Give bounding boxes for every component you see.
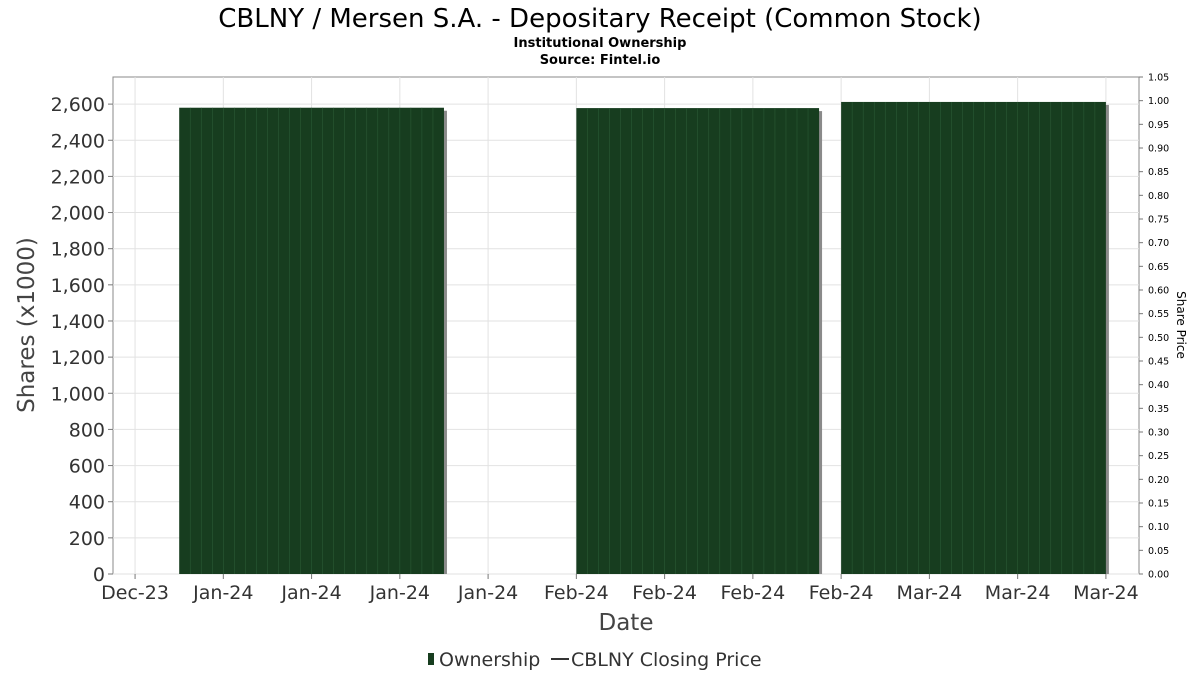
y2-tick-label-10: 0.50 bbox=[1148, 333, 1169, 344]
y-tick-label-4: 800 bbox=[69, 419, 105, 441]
legend-ownership-swatch bbox=[428, 653, 434, 665]
bar-stripes-1 bbox=[587, 108, 809, 574]
x-axis: Dec-23 Jan-24 Jan-24 Jan-24 Jan-24 Feb-24 Feb-… bbox=[101, 574, 1139, 604]
y2-tick-label-15: 0.75 bbox=[1148, 215, 1169, 226]
y2-tick-label-4: 0.20 bbox=[1148, 475, 1169, 486]
bar-stripes-0 bbox=[189, 107, 434, 574]
x-tick-label-4: Jan-24 bbox=[457, 582, 518, 604]
chart-title: CBLNY / Mersen S.A. - Depositary Receipt… bbox=[218, 4, 981, 34]
y-tick-label-11: 2,200 bbox=[51, 166, 105, 188]
y-tick-label-7: 1,400 bbox=[51, 311, 105, 333]
y2-tick-label-21: 1.05 bbox=[1148, 73, 1169, 84]
y-axis-label: Shares (x1000) bbox=[14, 237, 40, 413]
x-tick-label-7: Feb-24 bbox=[721, 582, 786, 604]
y2-tick-label-1: 0.05 bbox=[1148, 546, 1169, 557]
y2-tick-label-3: 0.15 bbox=[1148, 499, 1169, 510]
y2-axis-label: Share Price bbox=[1174, 291, 1188, 359]
y-tick-label-9: 1,800 bbox=[51, 239, 105, 261]
y2-tick-label-16: 0.80 bbox=[1148, 191, 1169, 202]
x-axis-label: Date bbox=[599, 610, 654, 636]
y2-tick-label-13: 0.65 bbox=[1148, 262, 1169, 273]
y-tick-label-0: 0 bbox=[93, 564, 105, 586]
x-tick-label-0: Dec-23 bbox=[101, 582, 169, 604]
y2-tick-label-17: 0.85 bbox=[1148, 167, 1169, 178]
legend-ownership-label: Ownership bbox=[439, 649, 540, 671]
x-tick-label-2: Jan-24 bbox=[280, 582, 341, 604]
y2-tick-label-7: 0.35 bbox=[1148, 404, 1169, 415]
y-tick-label-1: 200 bbox=[69, 528, 105, 550]
y2-tick-label-14: 0.70 bbox=[1148, 238, 1169, 249]
y-tick-label-3: 600 bbox=[69, 456, 105, 478]
y-tick-label-6: 1,200 bbox=[51, 347, 105, 369]
y2-tick-label-6: 0.30 bbox=[1148, 428, 1169, 439]
left-y-axis: 0 200 400 600 800 1,000 1,200 1,400 1,600 1,800 2,… bbox=[51, 94, 113, 586]
y2-tick-label-5: 0.25 bbox=[1148, 451, 1169, 462]
y-tick-label-13: 2,600 bbox=[51, 94, 105, 116]
y-tick-label-12: 2,400 bbox=[51, 130, 105, 152]
x-tick-label-3: Jan-24 bbox=[369, 582, 430, 604]
legend-price-label: CBLNY Closing Price bbox=[571, 649, 762, 671]
x-tick-label-10: Mar-24 bbox=[985, 582, 1051, 604]
x-tick-label-8: Feb-24 bbox=[809, 582, 874, 604]
chart-source: Source: Fintel.io bbox=[540, 53, 661, 68]
y2-tick-label-19: 0.95 bbox=[1148, 120, 1169, 131]
y2-tick-label-18: 0.90 bbox=[1148, 144, 1169, 155]
ownership-bars bbox=[179, 101, 1109, 575]
chart-subtitle: Institutional Ownership bbox=[514, 36, 687, 51]
y2-tick-label-12: 0.60 bbox=[1148, 286, 1169, 297]
y-tick-label-5: 1,000 bbox=[51, 383, 105, 405]
x-tick-label-5: Feb-24 bbox=[544, 582, 609, 604]
x-tick-label-9: Mar-24 bbox=[897, 582, 963, 604]
y2-tick-label-11: 0.55 bbox=[1148, 309, 1169, 320]
legend: Ownership CBLNY Closing Price bbox=[428, 649, 762, 671]
y-tick-label-8: 1,600 bbox=[51, 275, 105, 297]
y2-tick-label-2: 0.10 bbox=[1148, 522, 1169, 533]
x-tick-label-11: Mar-24 bbox=[1073, 582, 1139, 604]
y2-tick-label-8: 0.40 bbox=[1148, 380, 1169, 391]
y2-tick-label-20: 1.00 bbox=[1148, 96, 1169, 107]
x-tick-label-1: Jan-24 bbox=[192, 582, 253, 604]
y2-tick-label-0: 0.00 bbox=[1148, 570, 1169, 581]
bar-stripes-2 bbox=[851, 101, 1096, 574]
y-tick-label-10: 2,000 bbox=[51, 203, 105, 225]
x-tick-label-6: Feb-24 bbox=[632, 582, 697, 604]
y2-tick-label-9: 0.45 bbox=[1148, 357, 1169, 368]
right-y-axis: 0.00 0.05 0.10 0.15 0.20 0.25 0.30 0.35 0.40 0.45… bbox=[1139, 73, 1169, 581]
y-tick-label-2: 400 bbox=[69, 492, 105, 514]
